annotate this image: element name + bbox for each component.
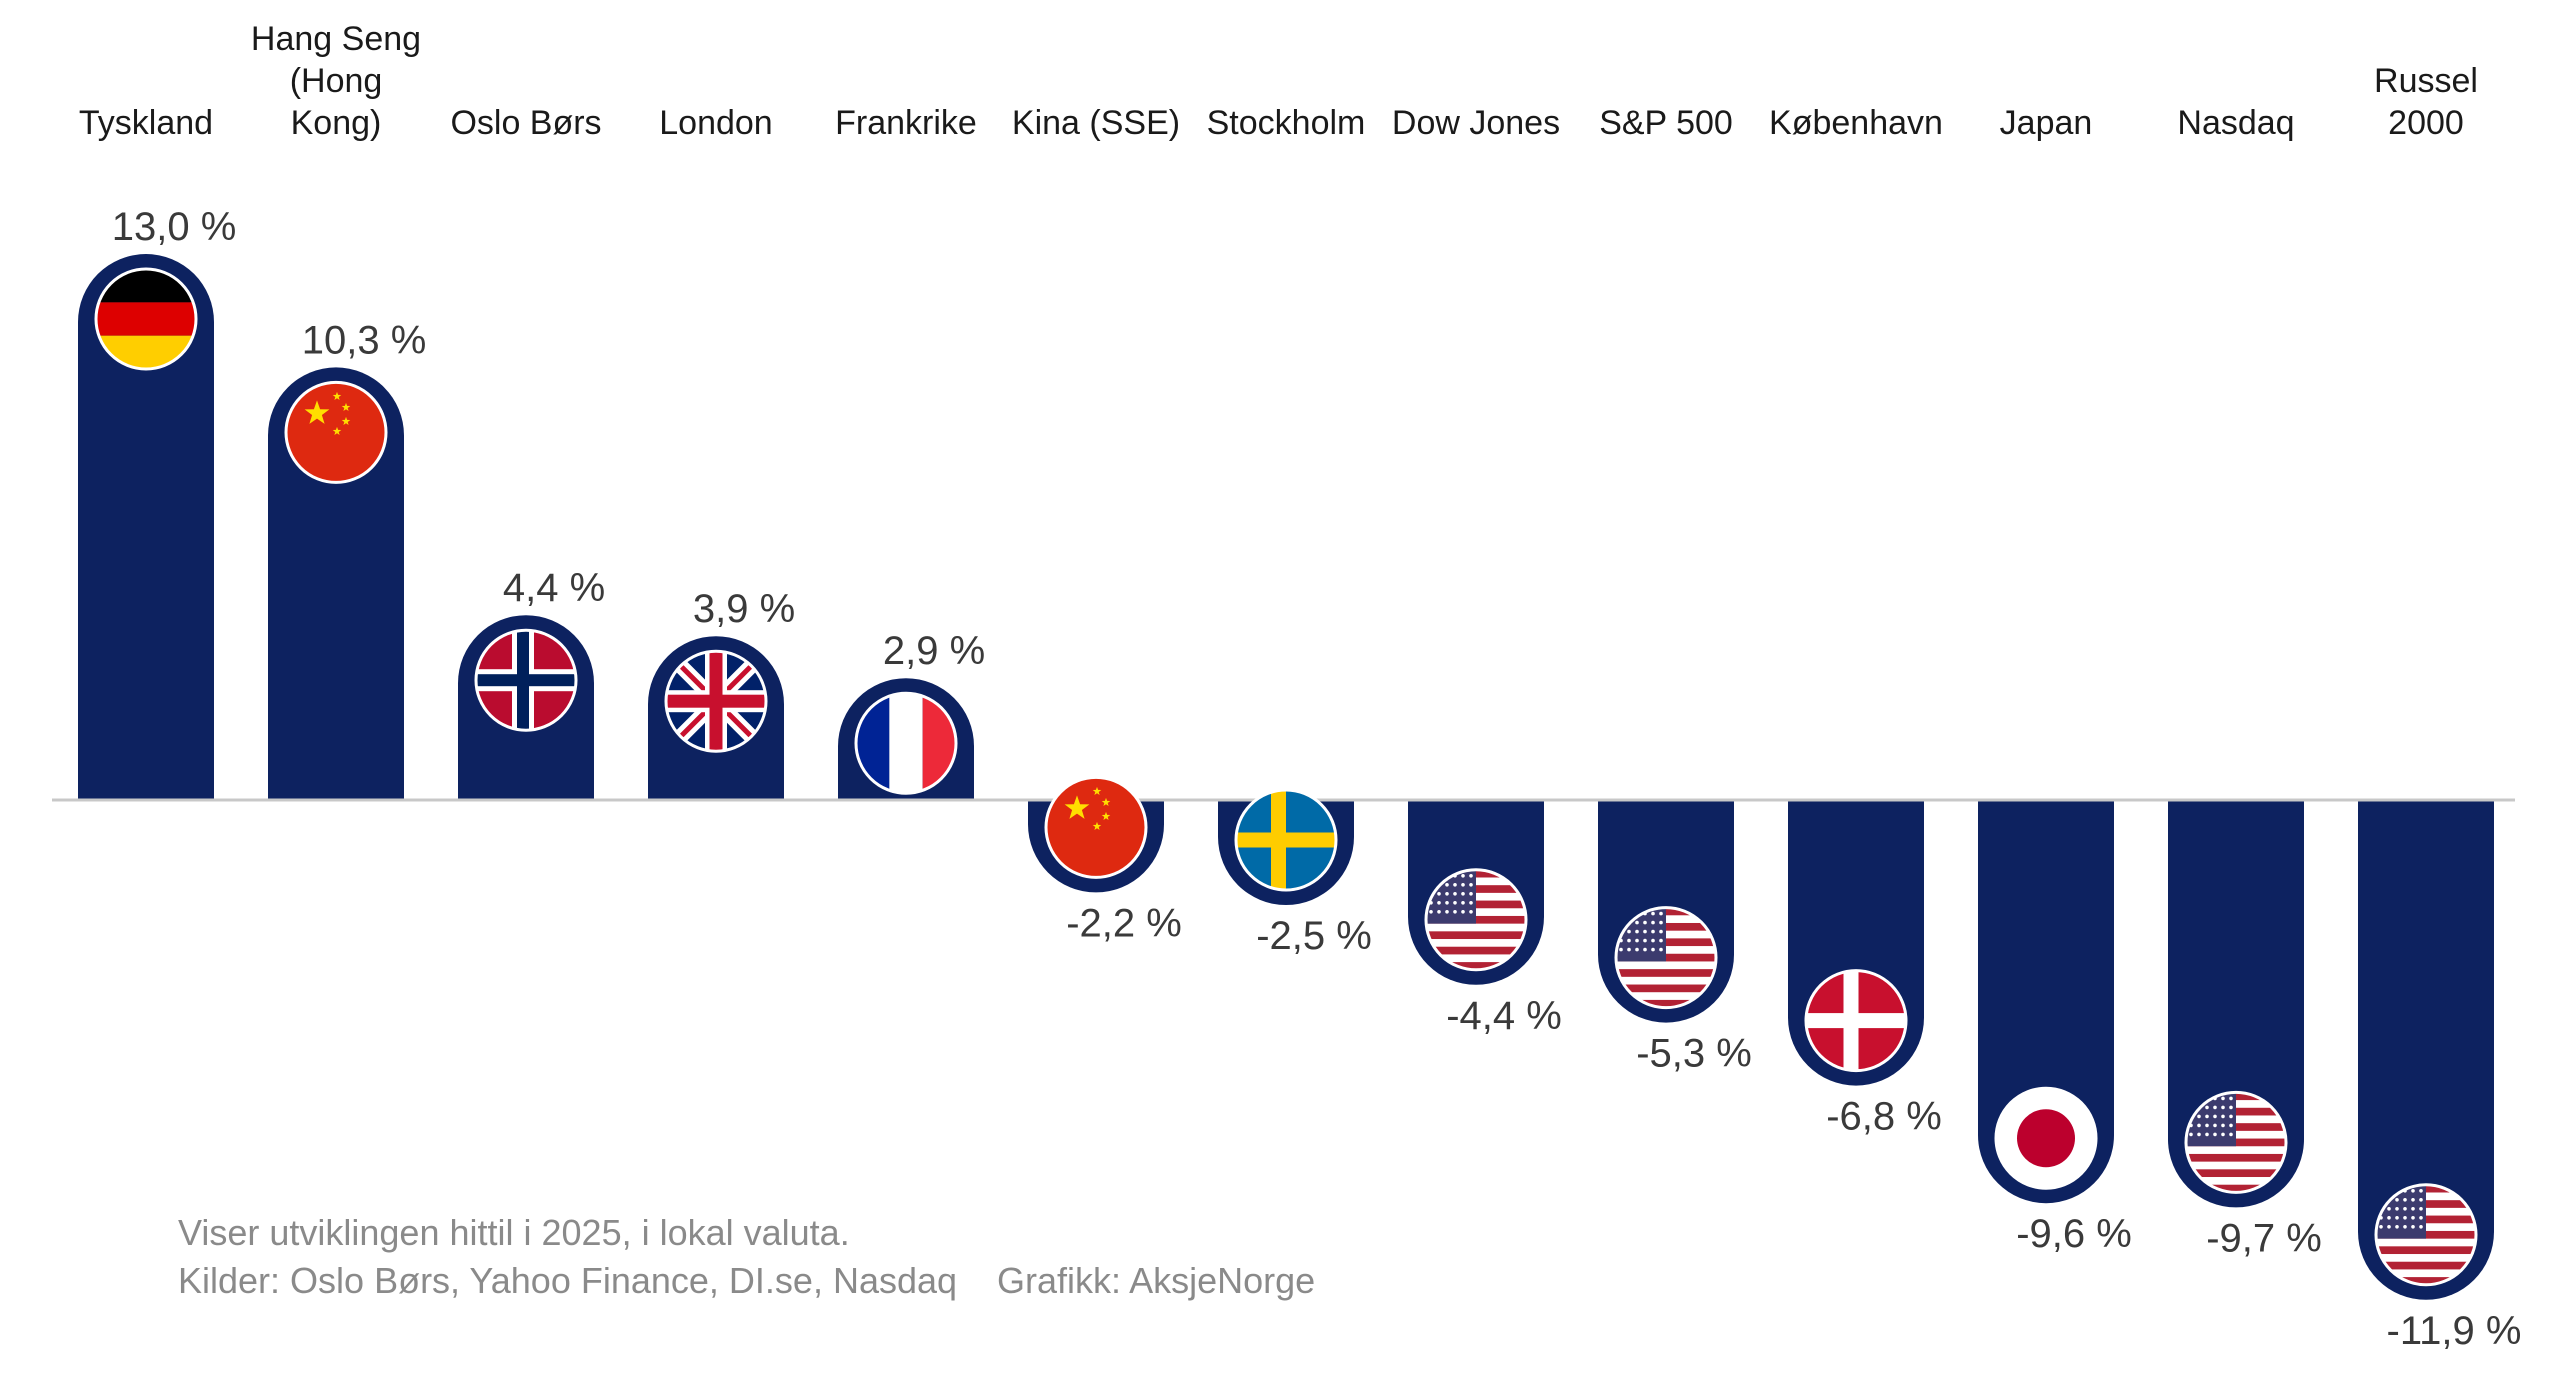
denmark-flag-icon xyxy=(1804,969,1908,1073)
value-label-1: 10,3 % xyxy=(302,318,427,362)
value-label-6: -2,5 % xyxy=(1256,914,1372,958)
germany-flag-icon xyxy=(94,267,198,371)
france-flag-icon xyxy=(854,691,958,795)
value-label-9: -6,8 % xyxy=(1826,1095,1942,1139)
category-label-12-0: Russel xyxy=(2374,62,2478,100)
value-label-10: -9,6 % xyxy=(2016,1212,2132,1256)
bar-1 xyxy=(268,367,404,800)
value-label-4: 2,9 % xyxy=(883,629,985,673)
united-kingdom-flag-icon xyxy=(664,649,768,753)
bars xyxy=(78,254,2494,1300)
category-label-9-0: København xyxy=(1769,104,1943,142)
category-label-1-1: (Hong xyxy=(290,62,383,100)
category-labels: Tyskland Hang Seng (Hong Kong) Oslo Børs Lond… xyxy=(79,20,2478,142)
sweden-flag-icon xyxy=(1234,788,1338,892)
usa-flag-icon xyxy=(2374,1183,2478,1287)
value-label-2: 4,4 % xyxy=(503,566,605,610)
category-label-8-0: S&P 500 xyxy=(1599,104,1733,142)
category-label-6-0: Stockholm xyxy=(1207,104,1366,142)
value-label-5: -2,2 % xyxy=(1066,901,1182,945)
category-label-1-2: Kong) xyxy=(291,104,382,142)
footnote-line-2: Kilder: Oslo Børs, Yahoo Finance, DI.se,… xyxy=(178,1260,1315,1301)
value-label-8: -5,3 % xyxy=(1636,1032,1752,1076)
value-label-7: -4,4 % xyxy=(1446,994,1562,1038)
category-label-7-0: Dow Jones xyxy=(1392,104,1560,142)
value-label-12: -11,9 % xyxy=(2387,1309,2522,1353)
japan-flag-icon xyxy=(1994,1086,2098,1190)
usa-flag-icon xyxy=(2184,1090,2288,1194)
china-flag-icon xyxy=(1044,775,1148,879)
category-label-2-0: Oslo Børs xyxy=(450,104,601,142)
footnote-line-1: Viser utviklingen hittil i 2025, i lokal… xyxy=(178,1212,850,1253)
usa-flag-icon xyxy=(1614,906,1718,1010)
category-label-10-0: Japan xyxy=(2000,104,2093,142)
value-label-3: 3,9 % xyxy=(693,587,795,631)
bar-0 xyxy=(78,254,214,800)
value-label-0: 13,0 % xyxy=(112,205,237,249)
value-label-11: -9,7 % xyxy=(2206,1216,2322,1260)
category-label-1-0: Hang Seng xyxy=(251,20,421,58)
category-label-5-0: Kina (SSE) xyxy=(1012,104,1180,142)
bar-12 xyxy=(2358,800,2494,1300)
china-flag-icon xyxy=(284,380,388,484)
flags xyxy=(94,267,2478,1287)
norway-flag-icon xyxy=(474,628,578,732)
usa-flag-icon xyxy=(1424,868,1528,972)
category-label-3-0: London xyxy=(659,104,772,142)
value-labels: 13,0 % 10,3 % 4,4 % 3,9 % 2,9 % -2,2 % -2,5 % -… xyxy=(112,205,2522,1353)
category-label-0-0: Tyskland xyxy=(79,104,213,142)
category-label-11-0: Nasdaq xyxy=(2177,104,2294,142)
category-label-4-0: Frankrike xyxy=(835,104,977,142)
category-label-12-1: 2000 xyxy=(2388,104,2464,142)
